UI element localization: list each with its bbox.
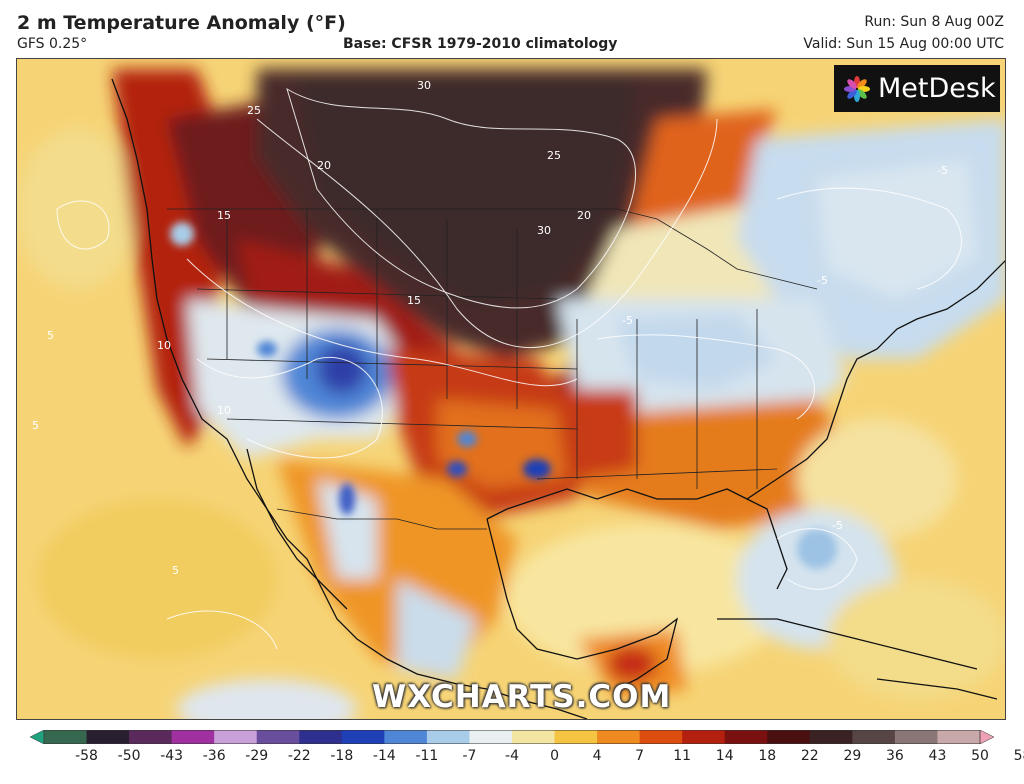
scale-cell <box>597 730 641 744</box>
scale-cell <box>937 730 981 744</box>
scale-cell <box>214 730 258 744</box>
scale-tick-label: -18 <box>330 748 354 764</box>
scale-tick-label: -58 <box>75 748 98 764</box>
scale-tick-label: 58 <box>1013 748 1024 764</box>
contour-label: 20 <box>577 209 591 222</box>
scale-cell <box>469 730 513 744</box>
scale-cell <box>256 730 300 744</box>
contour-label: 15 <box>407 294 421 307</box>
scale-tick-label: 7 <box>635 748 645 764</box>
scale-tick-label: 18 <box>758 748 777 764</box>
scale-cell <box>171 730 215 744</box>
scale-cell <box>554 730 598 744</box>
flower-logo-icon <box>844 75 870 102</box>
scale-tick-label: -7 <box>462 748 477 764</box>
contour-label: 5 <box>47 329 54 342</box>
scale-tick-label: -36 <box>202 748 226 764</box>
contour-labels: 30 25 20 15 10 5 -5 15 10 5 -5 -5 20 25 … <box>32 79 948 577</box>
contour-lines <box>56 87 962 650</box>
political-borders <box>167 208 818 530</box>
contour-label: -5 <box>937 164 948 177</box>
scale-arrow-high <box>979 730 994 744</box>
scale-cell <box>384 730 428 744</box>
map-canvas: 30 25 20 15 10 5 -5 15 10 5 -5 -5 20 25 … <box>17 59 1005 719</box>
contour-label: 15 <box>217 209 231 222</box>
scale-tick-label: 4 <box>592 748 602 764</box>
scale-arrow-low <box>30 730 45 744</box>
scale-tick-label: 50 <box>971 748 989 764</box>
contour-label: -5 <box>817 274 828 287</box>
model-name: GFS 0.25° <box>17 36 88 52</box>
contour-label: 10 <box>157 339 171 352</box>
contour-label: 30 <box>417 79 431 92</box>
contour-label: 20 <box>317 159 331 172</box>
contour-label: 5 <box>32 419 39 432</box>
scale-tick-label: -22 <box>287 748 311 764</box>
scale-cell <box>639 730 683 744</box>
contour-label: -5 <box>832 519 843 532</box>
scale-cell <box>86 730 130 744</box>
scale-tick-label: 29 <box>843 748 862 764</box>
scale-tick-label: 43 <box>928 748 947 764</box>
scale-cell <box>299 730 343 744</box>
anomaly-map: 30 25 20 15 10 5 -5 15 10 5 -5 -5 20 25 … <box>16 58 1006 720</box>
valid-time: Valid: Sun 15 Aug 00:00 UTC <box>803 36 1004 52</box>
scale-cell <box>682 730 726 744</box>
anomaly-field <box>17 69 1005 719</box>
scale-tick-label: 14 <box>715 748 734 764</box>
watermark: WXCHARTS.COM <box>372 679 672 715</box>
cold-pockets <box>170 222 837 569</box>
contour-label: 10 <box>217 404 231 417</box>
logo-text: MetDesk <box>878 73 996 104</box>
coastlines <box>111 78 1005 719</box>
scale-tick-label: -29 <box>245 748 269 764</box>
scale-cell <box>512 730 556 744</box>
scale-tick-label: -43 <box>160 748 184 764</box>
scale-cell <box>426 730 470 744</box>
scale-cell <box>341 730 385 744</box>
scale-cell <box>852 730 896 744</box>
metdesk-logo: MetDesk <box>834 65 1000 112</box>
scale-tick-label: 11 <box>673 748 692 764</box>
color-scale-bar <box>30 730 994 744</box>
scale-tick-label: 36 <box>885 748 904 764</box>
scale-cell <box>44 730 88 744</box>
scale-cell <box>809 730 853 744</box>
scale-tick-label: 0 <box>550 748 559 764</box>
contour-label: 5 <box>172 564 179 577</box>
chart-title: 2 m Temperature Anomaly (°F) <box>17 12 346 34</box>
contour-label: 30 <box>537 224 551 237</box>
color-scale-labels: -58 -50 -43 -36 -29 -22 -18 -14 -11 -7 -4 0 4 7 11 14 18… <box>0 748 1024 772</box>
run-time: Run: Sun 8 Aug 00Z <box>864 14 1004 30</box>
scale-cell <box>767 730 811 744</box>
scale-tick-label: -14 <box>372 748 396 764</box>
contour-label: 25 <box>547 149 561 162</box>
contour-label: -5 <box>622 314 633 327</box>
scale-tick-label: 22 <box>800 748 819 764</box>
scale-tick-label: -11 <box>415 748 439 764</box>
scale-tick-label: -4 <box>505 748 519 764</box>
scale-cell <box>129 730 173 744</box>
climatology-base: Base: CFSR 1979-2010 climatology <box>343 36 618 52</box>
scale-cell <box>894 730 938 744</box>
contour-label: 25 <box>247 104 261 117</box>
scale-tick-label: -50 <box>117 748 141 764</box>
scale-cell <box>724 730 768 744</box>
